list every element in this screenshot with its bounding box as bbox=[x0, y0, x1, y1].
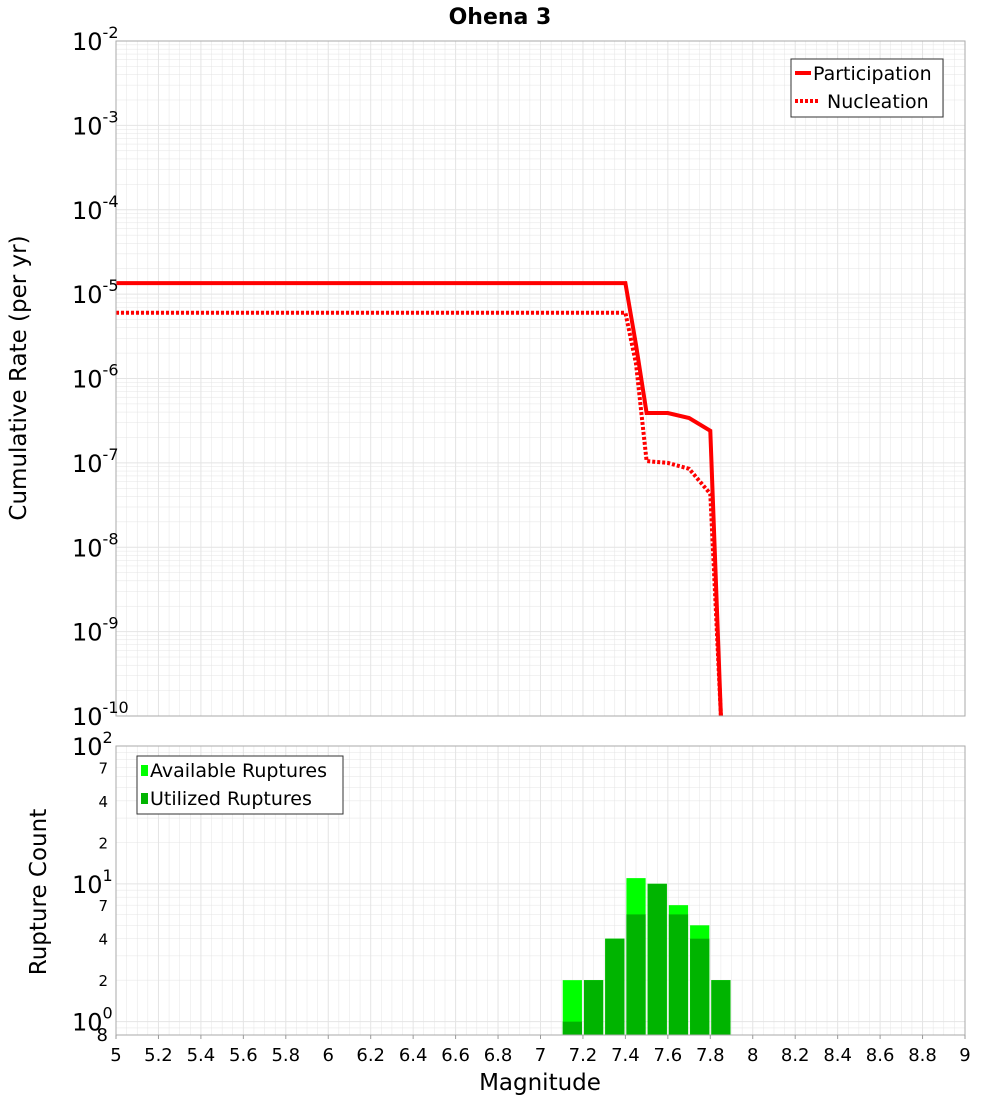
count-y-tick-label: 2 bbox=[98, 834, 108, 852]
count-y-tick-label: 101 bbox=[72, 866, 113, 899]
x-tick-label: 5.6 bbox=[229, 1045, 258, 1066]
x-tick-label: 5.8 bbox=[271, 1045, 300, 1066]
rate-legend: Participation Nucleation bbox=[790, 58, 944, 118]
utilized-bar bbox=[583, 980, 604, 1035]
x-tick-label: 7.8 bbox=[696, 1045, 725, 1066]
x-tick-label: 8.4 bbox=[823, 1045, 852, 1066]
rate-y-tick-label: 10-8 bbox=[72, 529, 119, 562]
x-tick-label: 6.6 bbox=[441, 1045, 470, 1066]
x-tick-label: 6.2 bbox=[356, 1045, 385, 1066]
x-tick-label: 9 bbox=[959, 1045, 970, 1066]
utilized-bar bbox=[668, 914, 689, 1035]
count-y-tick-label: 4 bbox=[98, 931, 108, 949]
participation-line bbox=[116, 281, 723, 717]
count-legend: Available Ruptures Utilized Ruptures bbox=[136, 755, 344, 815]
count-y-axis-label: Rupture Count bbox=[26, 809, 52, 975]
utilized-bar bbox=[626, 914, 646, 1035]
count-grid bbox=[115, 745, 966, 1036]
available-bar bbox=[562, 980, 582, 1035]
rate-plot-frame bbox=[115, 40, 966, 717]
rate-y-tick-labels: 10-2 10-3 10-4 10-5 10-6 10-7 10-8 10-9 10-10 bbox=[72, 23, 129, 731]
participation-legend-label: Participation bbox=[813, 63, 932, 85]
x-tick-label: 8.8 bbox=[908, 1045, 937, 1066]
x-tick-label: 6.8 bbox=[484, 1045, 513, 1066]
x-tick-label: 7.4 bbox=[611, 1045, 640, 1066]
rate-y-tick-label: 10-10 bbox=[72, 698, 129, 731]
utilized-bar bbox=[711, 980, 731, 1035]
x-axis-label: Magnitude bbox=[479, 1070, 601, 1096]
utilized-bar bbox=[647, 883, 667, 1035]
rate-y-tick-label: 10-3 bbox=[72, 107, 119, 140]
rate-lines bbox=[116, 281, 723, 717]
utilized-bar bbox=[605, 938, 625, 1035]
rate-y-tick-label: 10-9 bbox=[72, 614, 119, 647]
rate-grid bbox=[115, 41, 966, 717]
rate-y-tick-label: 10-2 bbox=[72, 23, 119, 56]
rate-plot: 10-2 10-3 10-4 10-5 10-6 10-7 10-8 10-9 10-10 Cu… bbox=[6, 23, 966, 731]
count-y-tick-label: 7 bbox=[98, 759, 108, 777]
x-tick-label: 7.2 bbox=[569, 1045, 598, 1066]
x-tick-label: 7.6 bbox=[654, 1045, 683, 1066]
x-tick-label: 5.2 bbox=[144, 1045, 173, 1066]
rate-y-tick-label: 10-6 bbox=[72, 361, 119, 394]
x-tick-label: 7 bbox=[535, 1045, 546, 1066]
x-tick-label: 6.4 bbox=[399, 1045, 428, 1066]
x-tick-label: 8.6 bbox=[866, 1045, 895, 1066]
count-y-tick-label: 102 bbox=[72, 728, 113, 761]
count-y-tick-label: 2 bbox=[98, 972, 108, 990]
utilized-legend-swatch bbox=[141, 793, 148, 804]
count-y-tick-label: 7 bbox=[98, 897, 108, 915]
utilized-bar bbox=[562, 1021, 582, 1035]
available-legend-swatch bbox=[141, 765, 148, 776]
x-tick-label: 8 bbox=[747, 1045, 758, 1066]
nucleation-line bbox=[116, 310, 723, 717]
count-y-tick-label: 4 bbox=[98, 793, 108, 811]
count-bars bbox=[562, 878, 731, 1035]
rate-y-tick-label: 10-7 bbox=[72, 445, 119, 478]
x-tick-label: 8.2 bbox=[781, 1045, 810, 1066]
x-tick-label: 6 bbox=[323, 1045, 334, 1066]
rate-y-tick-label: 10-5 bbox=[72, 276, 119, 309]
rate-y-axis-label: Cumulative Rate (per yr) bbox=[6, 235, 32, 520]
rate-y-tick-label: 10-4 bbox=[72, 192, 119, 225]
available-legend-label: Available Ruptures bbox=[150, 760, 327, 782]
count-y-tick-label: 8 bbox=[97, 1025, 108, 1046]
x-tick-label: 5.4 bbox=[187, 1045, 216, 1066]
count-legend-box bbox=[136, 755, 344, 815]
rate-legend-box bbox=[790, 58, 944, 118]
utilized-bar bbox=[690, 938, 710, 1035]
utilized-legend-label: Utilized Ruptures bbox=[150, 788, 312, 810]
nucleation-legend-label: Nucleation bbox=[827, 91, 929, 113]
x-tick-labels: 5 5.2 5.4 5.6 5.8 6 6.2 6.4 6.6 6.8 7 7.2 7.4 7.6 7.8 8… bbox=[110, 1035, 971, 1066]
chart-title: Ohena 3 bbox=[449, 5, 552, 30]
count-y-tick-label: 100 bbox=[72, 1004, 113, 1037]
x-tick-label: 5 bbox=[110, 1045, 121, 1066]
